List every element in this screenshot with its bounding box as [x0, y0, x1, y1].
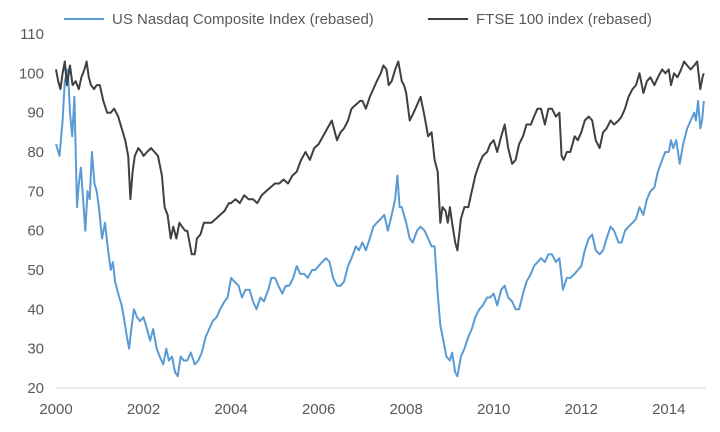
y-tick-label: 60 — [27, 223, 44, 240]
x-tick-label: 2012 — [565, 401, 598, 418]
x-tick-label: 2010 — [477, 401, 510, 418]
plot-area — [55, 60, 705, 378]
x-tick-label: 2002 — [127, 401, 160, 418]
x-tick-label: 2014 — [652, 401, 685, 418]
legend-label-ftse: FTSE 100 index (rebased) — [476, 11, 652, 28]
y-tick-label: 110 — [20, 26, 44, 43]
x-tick-label: 2004 — [214, 401, 247, 418]
legend: US Nasdaq Composite Index (rebased) FTSE… — [64, 11, 652, 28]
y-axis: 20 30 40 50 60 70 80 90 100 110 — [19, 26, 44, 397]
y-tick-label: 90 — [27, 105, 44, 122]
y-tick-label: 40 — [27, 301, 44, 318]
y-tick-label: 30 — [27, 341, 44, 358]
x-tick-label: 2006 — [302, 401, 335, 418]
y-tick-label: 70 — [27, 183, 44, 200]
series-line-nasdaq — [55, 68, 705, 378]
y-tick-label: 50 — [27, 262, 44, 279]
y-tick-label: 100 — [19, 65, 44, 82]
x-tick-label: 2008 — [389, 401, 422, 418]
x-axis: 2000 2002 2004 2006 2008 2010 2012 2014 — [39, 401, 685, 418]
series-line-ftse — [55, 60, 705, 256]
x-tick-label: 2000 — [39, 401, 72, 418]
legend-label-nasdaq: US Nasdaq Composite Index (rebased) — [112, 11, 374, 28]
y-tick-label: 80 — [27, 144, 44, 161]
y-tick-label: 20 — [27, 380, 44, 397]
